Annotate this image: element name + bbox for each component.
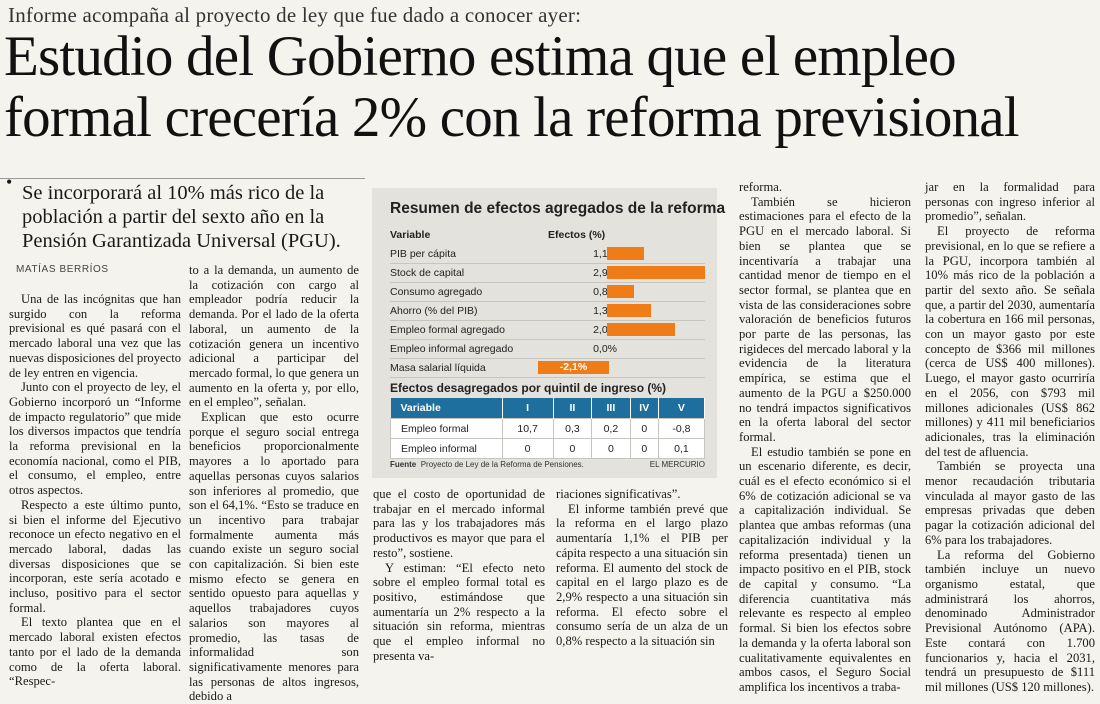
- divider: [0, 178, 365, 179]
- paragraph: que el costo de oportunidad de trabajar …: [373, 487, 545, 560]
- article-column-2: to a la demanda, un aumento de la cotiza…: [189, 263, 359, 704]
- chart-bar: [607, 285, 635, 298]
- table-header: I: [502, 398, 554, 419]
- chart-title: Resumen de efectos agregados de la refor…: [390, 200, 726, 217]
- chart-category-label: Consumo agregado: [390, 286, 483, 298]
- chart-category-label: Stock de capital: [390, 267, 465, 279]
- table-cell: 10,7: [501, 418, 554, 439]
- chart-category-label: Empleo informal agregado: [390, 343, 514, 355]
- table-row: Empleo formal 10,7 0,3 0,2 0 -0,8: [390, 418, 706, 439]
- table-cell: 0: [629, 438, 659, 459]
- paragraph: También se hicieron estimaciones para el…: [739, 194, 911, 444]
- paragraph: to a la demanda, un aumento de la cotiza…: [189, 263, 359, 410]
- chart-row: Consumo agregado 0,8%: [390, 283, 705, 302]
- quintile-table: Variable I II III IV V Empleo formal 10,…: [390, 398, 706, 459]
- paragraph: El estudio también se pone en un escenar…: [739, 444, 911, 694]
- chart-category-label: Ahorro (% del PIB): [390, 305, 478, 317]
- table-cell: 0: [501, 438, 554, 459]
- table-cell: 0: [629, 418, 659, 439]
- paragraph: El proyecto de reforma previsional, en l…: [925, 224, 1095, 459]
- paragraph: El texto plantea que en el mercado labor…: [9, 615, 181, 689]
- chart-bar: [607, 304, 651, 317]
- chart-row: Empleo formal agregado 2,0%: [390, 321, 705, 340]
- paragraph: riaciones significativas”.: [556, 487, 681, 501]
- paragraph: El informe también prevé que la reforma …: [556, 501, 728, 649]
- table-header: IV: [630, 398, 659, 419]
- table-header: III: [591, 398, 631, 419]
- paragraph: Explican que esto ocurre porque el segur…: [189, 410, 359, 704]
- paragraph: Una de las incógnitas que han surgido co…: [9, 292, 181, 380]
- chart-row: Ahorro (% del PIB) 1,3%: [390, 302, 705, 321]
- chart-bar: [607, 266, 705, 279]
- table-cell: 0: [552, 438, 593, 459]
- chart-bar: -2,1%: [538, 361, 609, 374]
- paragraph: Junto con el proyecto de ley, el Gobiern…: [9, 380, 181, 498]
- source-text: Proyecto de Ley de la Reforma de Pension…: [420, 460, 584, 469]
- paragraph: jar en la formalidad para personas con i…: [925, 180, 1095, 224]
- chart-row: Empleo informal agregado 0,0%: [390, 340, 705, 359]
- byline: MATÍAS BERRÍOS: [16, 264, 109, 275]
- table-cell: 0,2: [591, 418, 631, 439]
- paragraph: La reforma del Gobierno también incluye …: [925, 547, 1095, 694]
- table-cell: 0,3: [552, 418, 593, 439]
- table-cell: Empleo informal: [390, 438, 503, 459]
- article-column-3: que el costo de oportunidad de trabajar …: [373, 487, 545, 663]
- chart-bar: [607, 247, 645, 260]
- chart-category-label: Empleo formal agregado: [390, 324, 505, 336]
- table-cell: 0: [591, 438, 631, 459]
- table-cell: -0,8: [657, 418, 706, 439]
- headline-line-1: Estudio del Gobierno estima que el emple…: [4, 25, 957, 88]
- chart-value-label: 0,0%: [593, 343, 617, 355]
- bullet-icon: •: [6, 172, 13, 192]
- source-label: Fuente: [390, 460, 417, 469]
- chart-category-label: PIB per cápita: [390, 248, 456, 260]
- column-header-variable: Variable: [390, 229, 431, 241]
- table-row: Empleo informal 0 0 0 0 0,1: [390, 438, 706, 459]
- headline-line-2: formal crecería 2% con la reforma previs…: [4, 86, 1020, 149]
- article-column-5: reforma. También se hicieron estimacione…: [739, 180, 911, 695]
- paragraph: reforma.: [739, 180, 783, 194]
- subheadline: Se incorporará al 10% más rico de la pob…: [22, 182, 341, 252]
- chart-row: Stock de capital 2,9%: [390, 264, 705, 283]
- paragraph: Y estiman: “El efecto neto sobre el empl…: [373, 560, 545, 663]
- article-column-4: riaciones significativas”. El informe ta…: [556, 487, 728, 649]
- chart-bar: [607, 323, 675, 336]
- chart-category-label: Masa salarial líquida: [390, 362, 486, 374]
- kicker: Informe acompaña al proyecto de ley que …: [8, 3, 582, 27]
- headline: Estudio del Gobierno estima que el emple…: [4, 26, 1094, 148]
- publisher-credit: EL MERCURIO: [649, 460, 705, 469]
- infographic-box: Resumen de efectos agregados de la refor…: [372, 188, 725, 478]
- table-header-row: Variable I II III IV V: [390, 398, 706, 419]
- chart-row: PIB per cápita 1,1%: [390, 245, 705, 264]
- table-cell: Empleo formal: [390, 418, 503, 439]
- paragraph: Respecto a este último punto, si bien el…: [9, 497, 181, 615]
- chart-row: Masa salarial líquida -2,1%: [390, 359, 705, 378]
- table-header: II: [553, 398, 593, 419]
- article-column-6: jar en la formalidad para personas con i…: [925, 180, 1095, 695]
- quintile-table-title: Efectos desagregados por quintil de ingr…: [390, 381, 667, 395]
- source-note: Fuente Proyecto de Ley de la Reforma de …: [390, 460, 584, 469]
- table-header: V: [658, 398, 706, 419]
- table-header: Variable: [390, 398, 503, 419]
- table-cell: 0,1: [657, 438, 706, 459]
- column-header-efectos: Efectos (%): [548, 229, 606, 241]
- article-column-1: Una de las incógnitas que han surgido co…: [9, 292, 181, 689]
- paragraph: También se proyecta una menor recaudació…: [925, 459, 1095, 547]
